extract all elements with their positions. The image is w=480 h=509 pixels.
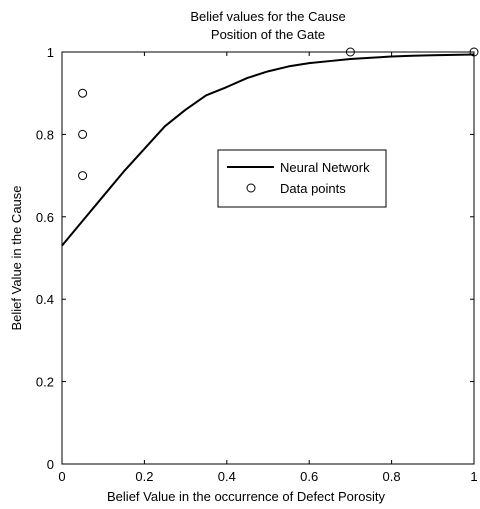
data-point-marker — [345, 47, 355, 57]
x-tick-label: 1 — [470, 469, 477, 484]
x-axis-label: Belief Value in the occurrence of Defect… — [107, 489, 385, 504]
x-tick-label: 0.4 — [218, 469, 236, 484]
y-axis-label: Belief Value in the Cause — [9, 185, 24, 330]
y-tick-label: 1 — [47, 45, 54, 60]
y-tick-label: 0.8 — [36, 127, 54, 142]
data-point-marker — [78, 171, 88, 181]
x-tick-label: 0.8 — [383, 469, 401, 484]
legend-marker-swatch — [246, 183, 256, 193]
chart-title-line-1: Belief values for the Cause — [190, 9, 345, 24]
chart-title-line-2: Position of the Gate — [211, 27, 325, 42]
x-tick-label: 0.2 — [135, 469, 153, 484]
data-point-marker — [78, 129, 88, 139]
data-point-marker — [78, 88, 88, 98]
legend: Neural Network Data points — [217, 149, 387, 208]
x-tick-label: 0.6 — [300, 469, 318, 484]
y-tick-label: 0.6 — [36, 210, 54, 225]
y-tick-label: 0 — [47, 457, 54, 472]
plot-area — [61, 51, 475, 465]
legend-label-data-points: Data points — [280, 181, 346, 196]
data-point-marker — [469, 47, 479, 57]
series-line-neural-network — [61, 53, 475, 247]
y-tick-label: 0.4 — [36, 292, 54, 307]
y-tick-label: 0.2 — [36, 375, 54, 390]
series-lines — [61, 53, 475, 247]
legend-label-neural-network: Neural Network — [280, 160, 370, 175]
series-markers — [78, 47, 479, 181]
x-tick-label: 0 — [58, 469, 65, 484]
legend-box — [217, 149, 387, 208]
axis-ticks: 0 0.2 0.4 0.6 0.8 1 0 0.2 0.4 0.6 0.8 1 — [36, 45, 478, 484]
